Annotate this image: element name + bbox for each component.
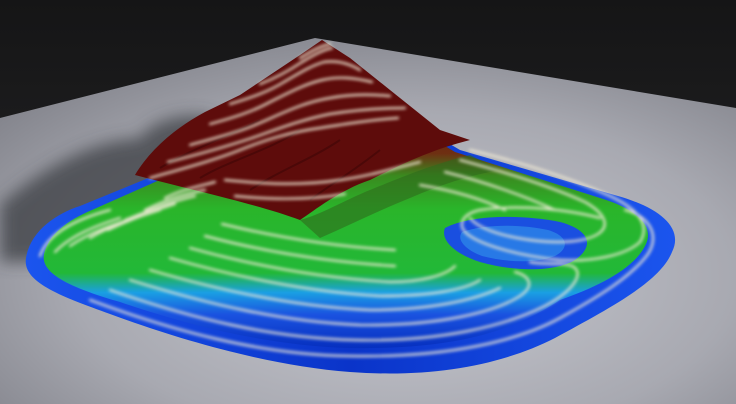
ridge-texture	[159, 119, 381, 201]
contour-lines	[38, 42, 655, 358]
